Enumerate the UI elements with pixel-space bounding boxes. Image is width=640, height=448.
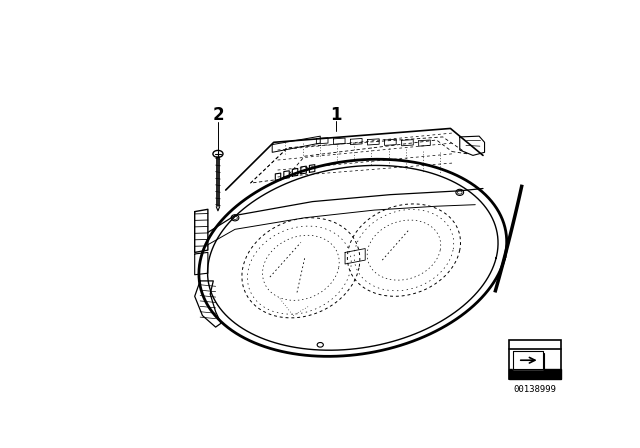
Text: 2: 2 <box>212 106 224 125</box>
Ellipse shape <box>213 151 223 157</box>
Text: 00138999: 00138999 <box>513 385 556 394</box>
Polygon shape <box>513 351 543 370</box>
Text: 1: 1 <box>330 106 342 125</box>
Bar <box>509 369 561 379</box>
